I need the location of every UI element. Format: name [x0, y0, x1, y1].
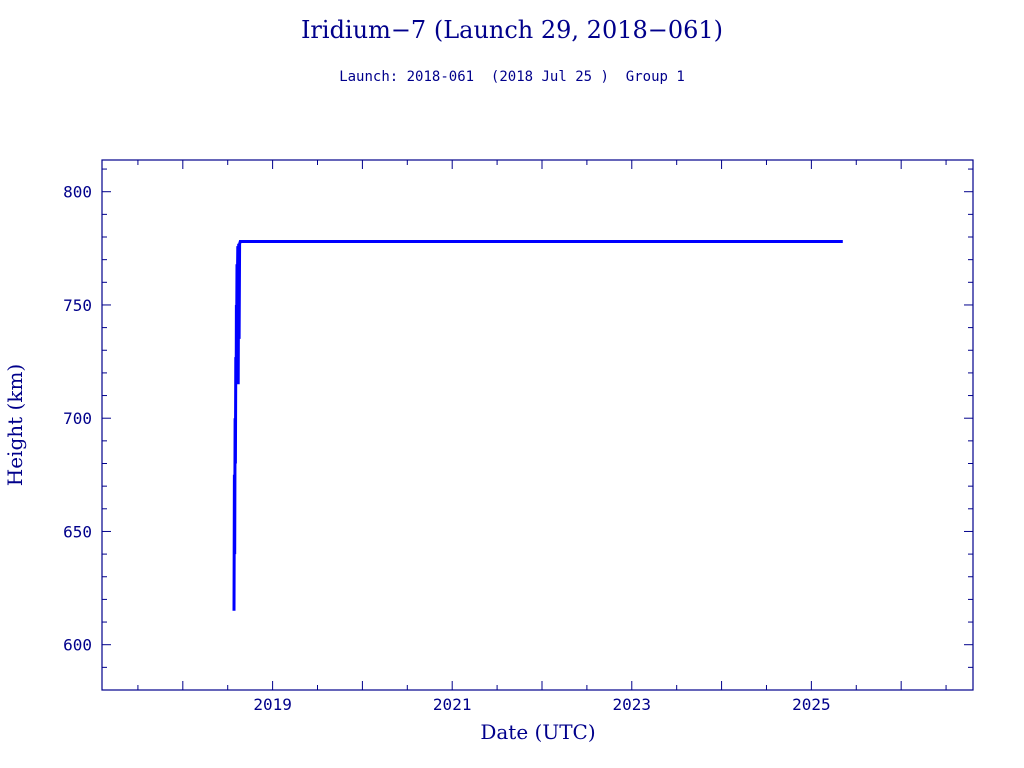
chart-title: Iridium−7 (Launch 29, 2018−061): [301, 16, 723, 44]
y-tick-label: 750: [63, 296, 92, 315]
y-tick-label: 800: [63, 183, 92, 202]
y-tick-label: 600: [63, 636, 92, 655]
height-series-line: [232, 240, 843, 611]
y-axis-label: Height (km): [3, 364, 27, 486]
x-axis-label: Date (UTC): [480, 720, 595, 744]
plot-area: 2019 2021 2023 2025 600 650 700 750 800: [63, 159, 974, 714]
x-tick-label: 2023: [613, 695, 652, 714]
x-tick-label: 2019: [253, 695, 292, 714]
y-tick-label: 700: [63, 409, 92, 428]
x-tick-label: 2025: [792, 695, 831, 714]
x-tick-label: 2021: [433, 695, 472, 714]
y-tick-label: 650: [63, 522, 92, 541]
plot-frame: [101, 159, 974, 691]
chart-subtitle: Launch: 2018-061 (2018 Jul 25 ) Group 1: [339, 69, 685, 85]
